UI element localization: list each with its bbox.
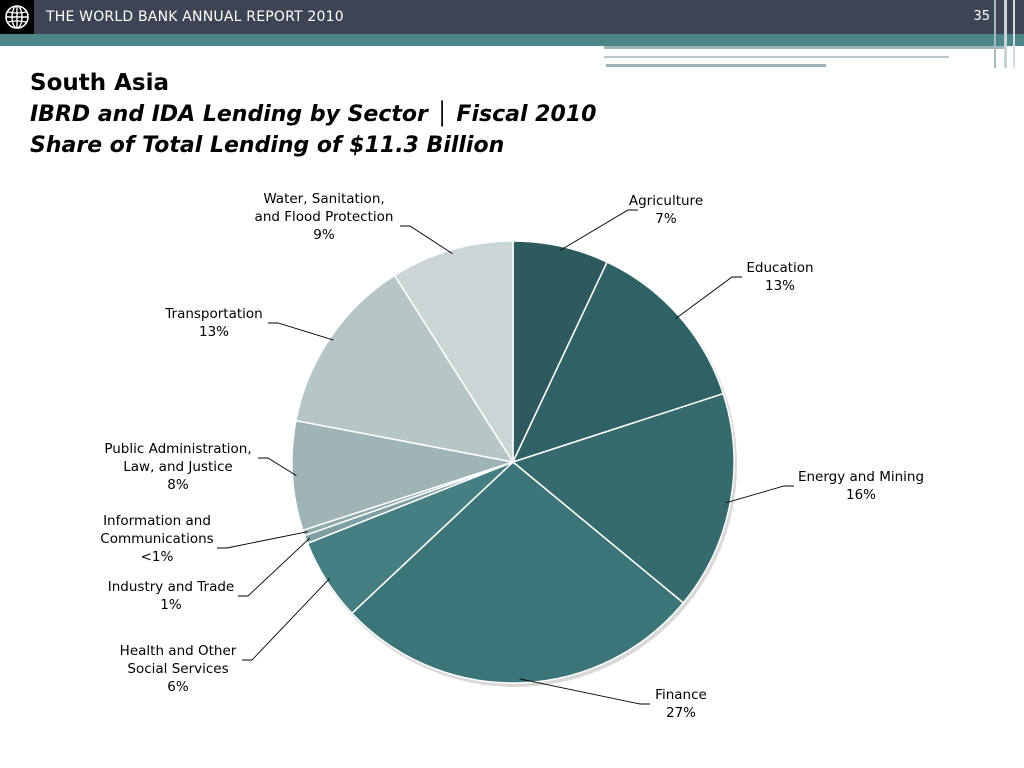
slide-title-block: South Asia IBRD and IDA Lending by Secto… bbox=[30, 68, 596, 161]
slice-label-4: Health and Other Social Services 6% bbox=[120, 643, 237, 695]
world-bank-globe-icon bbox=[5, 5, 29, 29]
pie-slice-9 bbox=[393, 240, 514, 465]
deco-line bbox=[1013, 0, 1015, 68]
deco-line bbox=[604, 46, 1004, 49]
slice-label-7: Public Administration, Law, and Justice 8% bbox=[104, 441, 251, 493]
deco-line bbox=[994, 0, 996, 68]
slide-subtitle-line2: Share of Total Lending of $11.3 Billion bbox=[30, 133, 505, 158]
pie-slice-3 bbox=[350, 461, 685, 684]
leader-line-2 bbox=[726, 485, 794, 504]
slide-title: South Asia bbox=[30, 70, 170, 96]
slice-label-5: Industry and Trade 1% bbox=[108, 579, 234, 613]
pie-slice-8 bbox=[295, 274, 515, 464]
leader-line-6 bbox=[217, 531, 308, 549]
leader-line-8 bbox=[268, 322, 334, 341]
leader-line-7 bbox=[258, 457, 297, 477]
leader-line-3 bbox=[519, 678, 650, 705]
leader-line-4 bbox=[242, 577, 331, 661]
slice-label-3: Finance 27% bbox=[655, 687, 707, 721]
deco-line bbox=[604, 56, 949, 58]
slice-label-0: Agriculture 7% bbox=[629, 193, 703, 227]
teal-band bbox=[0, 34, 1024, 46]
slice-label-2: Energy and Mining 16% bbox=[798, 469, 924, 503]
logo bbox=[0, 0, 34, 34]
header-bar: THE WORLD BANK ANNUAL REPORT 2010 35 bbox=[0, 0, 1024, 34]
pie-slice-2 bbox=[511, 392, 735, 604]
slice-label-9: Water, Sanitation, and Flood Protection 9% bbox=[255, 191, 394, 243]
slice-label-6: Information and Communications <1% bbox=[100, 513, 213, 565]
slide-subtitle-line1: IBRD and IDA Lending by Sector │ Fiscal … bbox=[30, 102, 597, 127]
leader-line-0 bbox=[560, 209, 638, 251]
leader-line-5 bbox=[238, 537, 311, 597]
page-number: 35 bbox=[973, 9, 990, 24]
deco-line bbox=[1004, 0, 1007, 68]
slice-label-1: Education 13% bbox=[746, 260, 813, 294]
leader-line-9 bbox=[400, 225, 453, 254]
leader-line-1 bbox=[675, 276, 742, 319]
deco-line bbox=[606, 64, 826, 67]
slice-label-8: Transportation 13% bbox=[164, 306, 262, 340]
pie-slice-7 bbox=[291, 419, 514, 532]
report-title: THE WORLD BANK ANNUAL REPORT 2010 bbox=[46, 9, 344, 25]
